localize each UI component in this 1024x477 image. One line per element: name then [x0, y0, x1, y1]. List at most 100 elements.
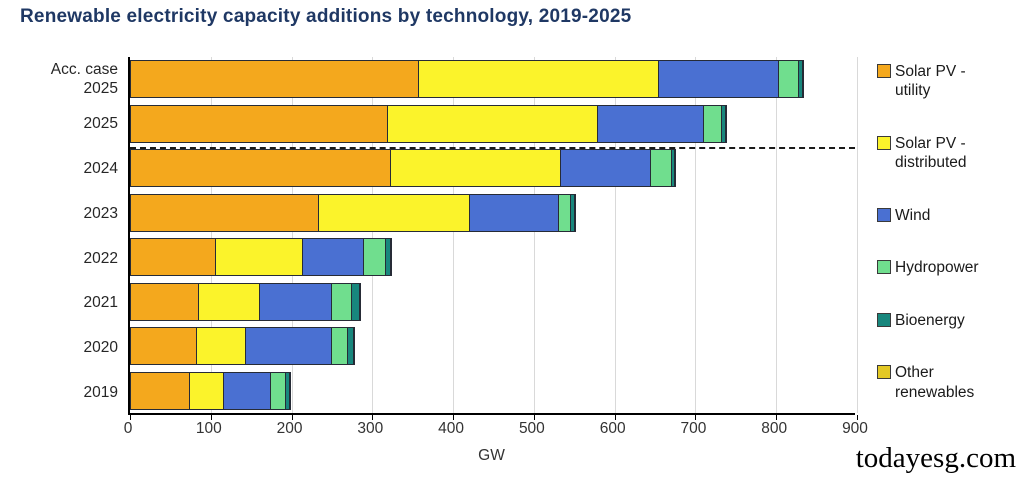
legend-swatch-icon — [877, 312, 891, 327]
y-axis-label-3: 2023 — [83, 204, 118, 222]
stacked-bar-chart: Acc. case 2025 2025 2024 2023 2022 2021 2020 20… — [0, 57, 858, 420]
tick-mark-500 — [533, 415, 535, 420]
tick-mark-900 — [857, 415, 858, 420]
bar-segment-Hydropower — [363, 238, 387, 277]
tick-mark-700 — [695, 415, 697, 420]
gridline-300 — [372, 57, 374, 413]
bar-segment-Solar-PV---distributed — [189, 371, 224, 410]
gridline-200 — [291, 57, 293, 413]
x-axis-tick-label-400: 400 — [438, 420, 465, 437]
bar-segment-Solar-PV---utility — [130, 238, 217, 277]
tick-mark-100 — [210, 415, 212, 420]
bar-segment-Wind — [657, 60, 780, 99]
gridline-400 — [453, 57, 455, 413]
legend-label: Solar PV - utility — [895, 63, 966, 100]
tick-mark-300 — [372, 415, 374, 420]
tick-mark-400 — [453, 415, 455, 420]
bar-segment-Hydropower — [777, 60, 800, 99]
legend-label: Other renewables — [895, 364, 975, 401]
legend-swatch-icon — [877, 135, 891, 150]
bar-row-2021 — [130, 280, 855, 325]
bar-segment-Hydropower — [330, 282, 353, 321]
stacked-bar — [130, 282, 361, 321]
legend-swatch-icon — [877, 207, 891, 222]
tick-mark-0 — [130, 415, 131, 420]
bar-segment-Wind — [258, 282, 333, 321]
bar-segment-Solar-PV---distributed — [387, 104, 599, 143]
x-axis-tick-label-600: 600 — [599, 420, 626, 437]
bar-segment-Hydropower — [650, 149, 673, 188]
stacked-bar — [130, 193, 576, 232]
bar-row-2024 — [130, 146, 855, 191]
bar-segment-Wind — [560, 149, 652, 188]
legend-swatch-icon — [877, 260, 891, 275]
bar-segment-Other-renewables — [573, 193, 576, 232]
bar-segment-Wind — [222, 371, 272, 410]
bar-segment-Solar-PV---utility — [130, 282, 200, 321]
bar-segment-Solar-PV---distributed — [215, 238, 304, 277]
y-axis-label-4: 2022 — [83, 249, 118, 267]
legend-label: Wind — [895, 206, 931, 224]
stacked-bar — [130, 327, 356, 366]
legend-item-Hydropower: Hydropower — [877, 258, 1022, 277]
x-axis-tick-label-100: 100 — [195, 420, 222, 437]
bar-segment-Wind — [302, 238, 365, 277]
y-axis-label-2: 2024 — [83, 160, 118, 178]
bar-segment-Hydropower — [270, 371, 287, 410]
gridline-700 — [695, 57, 697, 413]
watermark: todayesg.com — [855, 442, 1016, 474]
x-axis-title: GW — [478, 447, 505, 464]
bar-segment-Solar-PV---distributed — [198, 282, 261, 321]
bar-segment-Solar-PV---utility — [130, 193, 320, 232]
legend-item-Bioenergy: Bioenergy — [877, 311, 1022, 330]
bar-segment-Solar-PV---distributed — [195, 327, 247, 366]
x-axis-tick-label-0: 0 — [123, 420, 133, 437]
gridline-500 — [533, 57, 535, 413]
plot-area — [128, 57, 858, 420]
bar-rows — [130, 57, 855, 413]
bar-segment-Other-renewables — [802, 60, 805, 99]
bar-row-2020 — [130, 324, 855, 369]
legend-item-Wind: Wind — [877, 206, 1022, 225]
tick-mark-600 — [614, 415, 616, 420]
bar-segment-Hydropower — [702, 104, 723, 143]
x-axis-tick-labels: 0 100 200 300 400 500 600 700 800 900 — [124, 420, 868, 438]
gridline-900 — [857, 57, 858, 413]
y-axis-label-1: 2025 — [83, 115, 118, 133]
bar-segment-Solar-PV---utility — [130, 104, 389, 143]
bar-segment-Solar-PV---utility — [130, 327, 198, 366]
bar-segment-Other-renewables — [724, 104, 727, 143]
stacked-bar — [130, 104, 727, 143]
y-axis-label-0: Acc. case 2025 — [50, 61, 118, 98]
tick-mark-800 — [776, 415, 778, 420]
stacked-bar — [130, 60, 805, 99]
x-axis-tick-label-200: 200 — [276, 420, 303, 437]
legend: Solar PV - utility Solar PV - distributed… — [877, 62, 1022, 402]
stacked-bar — [130, 371, 292, 410]
bar-segment-Solar-PV---utility — [130, 60, 420, 99]
x-axis-tick-label-700: 700 — [680, 420, 707, 437]
bar-row-2022 — [130, 235, 855, 280]
legend-swatch-icon — [877, 365, 891, 380]
x-axis-tick-label-900: 900 — [842, 420, 868, 437]
x-axis-tick-label-800: 800 — [761, 420, 788, 437]
x-axis-tick-label-500: 500 — [518, 420, 545, 437]
legend-label: Bioenergy — [895, 311, 965, 329]
chart-title: Renewable electricity capacity additions… — [20, 6, 632, 27]
stacked-bar — [130, 149, 676, 188]
bar-row-2019 — [130, 369, 855, 414]
y-axis-labels: Acc. case 2025 2025 2024 2023 2022 2021 2020 20… — [0, 57, 118, 415]
tick-mark-200 — [291, 415, 293, 420]
y-axis-label-6: 2020 — [83, 339, 118, 357]
bar-segment-Other-renewables — [353, 327, 356, 366]
bar-segment-Wind — [468, 193, 560, 232]
bar-row-2025 — [130, 102, 855, 147]
bar-segment-Solar-PV---distributed — [389, 149, 562, 188]
legend-item-Solar-PV---distributed: Solar PV - distributed — [877, 134, 1022, 173]
bar-row-2023 — [130, 191, 855, 236]
bar-segment-Other-renewables — [390, 238, 393, 277]
legend-item-Solar-PV---utility: Solar PV - utility — [877, 62, 1022, 101]
bar-segment-Solar-PV---utility — [130, 371, 191, 410]
bar-segment-Other-renewables — [673, 149, 676, 188]
bar-segment-Wind — [597, 104, 704, 143]
